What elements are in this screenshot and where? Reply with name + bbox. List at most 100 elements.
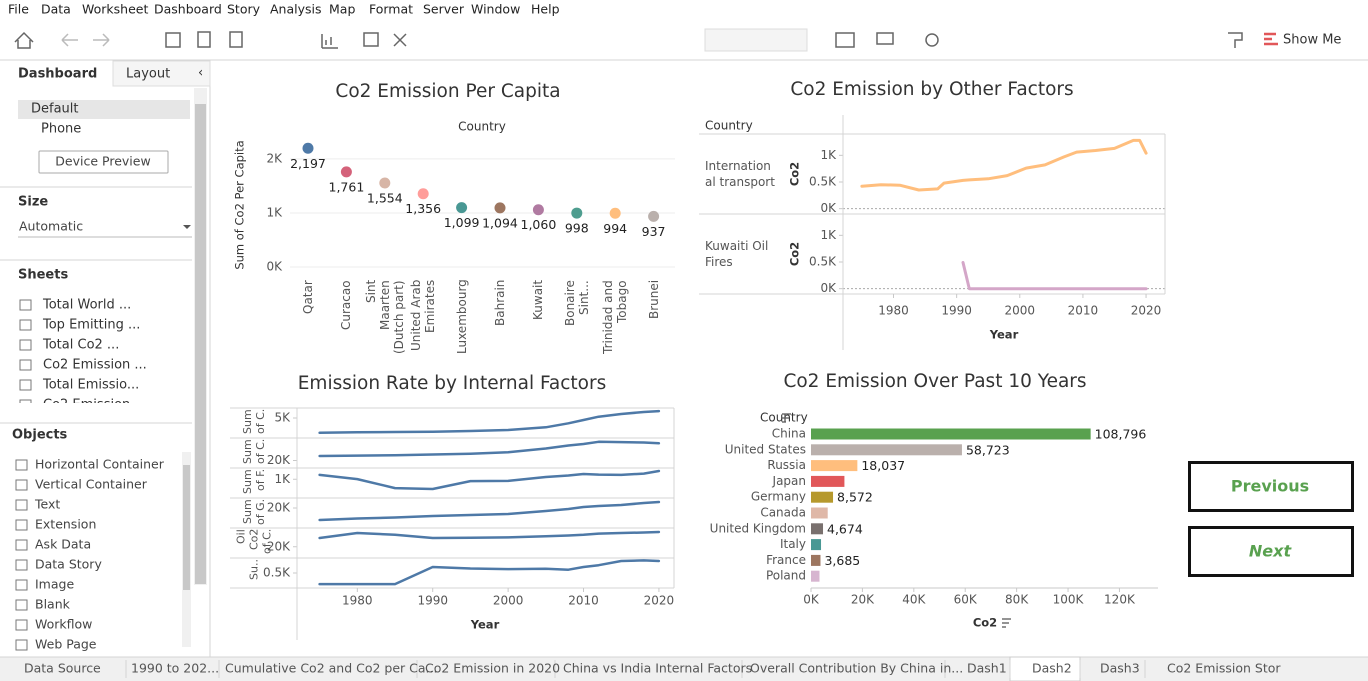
row-header: Sum of C. (241, 409, 267, 435)
sheet-tab[interactable]: Data Source (24, 661, 101, 676)
y-tick-label: Italy (780, 537, 806, 551)
object-item[interactable]: Web Page (35, 637, 97, 652)
object-item[interactable]: Ask Data (35, 537, 91, 552)
scrollbar-thumb[interactable] (195, 104, 206, 584)
sheet-item[interactable]: Total Emissio... (42, 378, 139, 393)
data-label: 998 (565, 221, 589, 236)
show-me-button[interactable]: Show Me (1283, 33, 1341, 48)
next-button-frame[interactable] (1188, 526, 1354, 577)
sheet-item[interactable]: Total World ... (42, 298, 131, 313)
sheet-tab[interactable]: Co2 Emission Stor (1167, 661, 1281, 676)
data-label: 994 (603, 221, 627, 236)
sheet-tab[interactable]: Cumulative Co2 and Co2 per Ca... (225, 661, 437, 676)
y-tick-label: 0.5K (263, 566, 291, 580)
menu-item[interactable]: Worksheet (82, 2, 148, 17)
x-tick-label: Kuwait (531, 280, 546, 321)
column-header: Country (458, 120, 506, 134)
sheet-list: Total World ... Top Emitting ... Total Co2… (19, 298, 147, 413)
menu-item[interactable]: Analysis (270, 2, 322, 17)
previous-button[interactable]: Previous (1231, 477, 1309, 496)
sheet-tab[interactable]: China vs India Internal Factors (563, 661, 752, 676)
bar (811, 475, 845, 487)
sheet-tab[interactable]: 1990 to 202... (131, 661, 219, 676)
menu-item[interactable]: Story (227, 2, 261, 17)
y-tick-label: 20K (267, 501, 291, 515)
object-item[interactable]: Blank (35, 597, 71, 612)
sheet-tab[interactable]: Co2 Emission in 2020 (425, 661, 560, 676)
menu-item[interactable]: Map (329, 2, 355, 17)
line-series (318, 409, 661, 435)
x-tick-label: Curacao (339, 280, 354, 330)
bar (811, 523, 824, 535)
object-item[interactable]: Image (35, 577, 74, 592)
device-option[interactable]: Default (31, 102, 79, 117)
y-tick-label: Germany (751, 490, 806, 504)
object-icon (15, 519, 28, 531)
x-tick-label: 60K (954, 593, 978, 607)
device-preview-button-frame[interactable] (38, 150, 169, 174)
object-item[interactable]: Text (34, 497, 60, 512)
object-item[interactable]: Vertical Container (35, 477, 148, 492)
x-axis-title: Co2 (973, 616, 997, 630)
device-option[interactable]: Phone (41, 122, 81, 137)
section-title: Sheets (18, 268, 68, 283)
y-tick-label: 0K (820, 201, 837, 215)
menu-item[interactable]: Format (369, 2, 413, 17)
sheet-icon (19, 359, 32, 371)
data-point (648, 210, 660, 222)
sheet-item[interactable]: Total Co2 ... (42, 338, 119, 353)
data-label: 1,356 (405, 201, 441, 216)
row-header: International transport (705, 159, 775, 189)
line-series (318, 530, 661, 540)
sheet-tab[interactable]: Dash2 (1032, 661, 1072, 676)
sheet-tab[interactable]: Dash3 (1100, 661, 1140, 676)
x-tick-label: 2000 (493, 594, 524, 608)
x-tick-label: Qatar (301, 280, 315, 314)
data-label: 3,685 (824, 553, 860, 568)
object-item[interactable]: Workflow (35, 617, 92, 632)
x-tick-label: 100K (1053, 593, 1085, 607)
next-button[interactable]: Next (1249, 542, 1293, 561)
sidebar-tab-inactive (112, 60, 211, 87)
sheet-item[interactable]: Top Emitting ... (42, 318, 140, 333)
menu-item[interactable]: Server (423, 2, 465, 17)
data-label: 4,674 (827, 521, 863, 536)
object-item[interactable]: Data Story (35, 557, 102, 572)
dropdown-arrow[interactable] (183, 225, 191, 229)
previous-button-frame[interactable] (1188, 461, 1354, 512)
menu-item[interactable]: Help (531, 2, 560, 17)
sidebar-tab[interactable]: Layout (126, 67, 170, 82)
object-item[interactable]: Horizontal Container (35, 457, 165, 472)
size-dropdown[interactable]: Automatic (19, 219, 83, 234)
sheet-tab[interactable]: Dash1 (967, 661, 1007, 676)
menu-item[interactable]: Data (41, 2, 71, 17)
object-item[interactable]: Extension (35, 517, 96, 532)
chart-title: Co2 Emission Over Past 10 Years (783, 371, 1086, 392)
x-tick-label: 1990 (417, 594, 448, 608)
objects-scrollbar-thumb[interactable] (183, 465, 190, 590)
device-preview-button[interactable]: Device Preview (55, 154, 150, 169)
bar (811, 570, 820, 582)
x-tick-label: 120K (1104, 593, 1136, 607)
x-tick-label: 0K (803, 593, 820, 607)
data-point (609, 207, 621, 219)
sheet-item[interactable]: Co2 Emission ... (43, 358, 147, 373)
menu-item[interactable]: File (8, 2, 29, 17)
sort-icon (1002, 618, 1011, 628)
object-icon (15, 599, 28, 611)
sheet-item[interactable]: Co2 Emission (43, 398, 130, 413)
y-tick-label: 1K (274, 472, 291, 486)
x-tick-label: 2010 (568, 594, 599, 608)
object-icon (15, 619, 28, 631)
sidebar-tab[interactable]: Dashboard (18, 67, 97, 82)
menu-item[interactable]: Window (471, 2, 520, 17)
y-tick-label: 0K (820, 281, 837, 295)
menu-item[interactable]: Dashboard (154, 2, 222, 17)
x-tick-label: 40K (902, 593, 926, 607)
sheet-tab[interactable]: Overall Contribution By China in... (750, 661, 963, 676)
data-label: 108,796 (1095, 427, 1147, 442)
object-icon (15, 499, 28, 511)
collapse-arrow[interactable]: ‹ (198, 66, 203, 81)
data-point (417, 188, 429, 200)
toolbar-icons (14, 28, 1278, 52)
